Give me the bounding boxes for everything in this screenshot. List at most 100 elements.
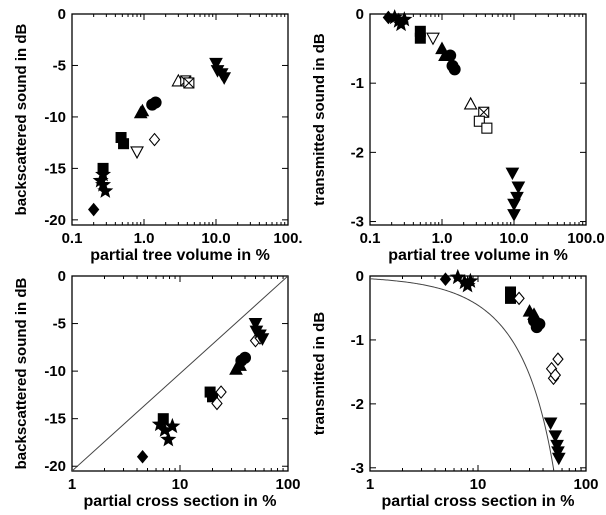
x-tick-label: 1 [366, 476, 374, 493]
y-tick-label: -15 [44, 160, 66, 177]
chart-panel-4: 1 10 100 0 -1 -2 -3 partial cross section in % t… [311, 268, 599, 510]
circle-marker [239, 351, 252, 364]
data-series-2 [386, 9, 413, 32]
square-marker [118, 138, 130, 150]
square-x-marker [183, 77, 195, 89]
reference-line [72, 276, 288, 471]
x-tick-label: 1.0 [134, 230, 155, 247]
y-tick-label: -5 [53, 316, 66, 333]
diamond-marker [439, 272, 452, 286]
triangle-up-marker [135, 103, 150, 117]
y-tick-label: -2 [351, 396, 364, 413]
data-series-9 [473, 115, 493, 134]
x-tick-label: 10.0 [201, 230, 230, 247]
triangle-down-marker [217, 72, 232, 85]
data-series-1 [439, 272, 452, 286]
y-axis-label: transmitted sound in dB [311, 33, 328, 206]
star-marker [462, 272, 479, 288]
marker-cross [183, 77, 195, 89]
x-axis-label: partial tree volume in % [90, 247, 270, 264]
chart-panel-3: 1 10 100 0 -5 -10 -15 -20 partial cross section … [13, 268, 301, 510]
data-series-2 [449, 268, 479, 293]
data-series-9 [180, 75, 195, 89]
x-tick-label: 100 [573, 476, 598, 493]
triangle-down-marker [507, 209, 521, 222]
plot-frame [369, 13, 587, 226]
y-tick-label: -3 [351, 460, 364, 477]
x-tick-label: 0.1 [360, 230, 381, 247]
triangle-down-marker [510, 191, 524, 205]
y-tick-label: -2 [351, 144, 364, 161]
y-tick-label: -1 [351, 75, 364, 92]
data-series-7 [248, 318, 270, 346]
x-tick-label: 10.0 [499, 230, 528, 247]
diamond-marker [215, 385, 227, 399]
y-tick-label: -10 [44, 109, 66, 126]
y-tick-label: -5 [53, 57, 66, 74]
x-axis-label: partial cross section in % [382, 493, 575, 510]
x-tick-label: 1 [68, 476, 76, 493]
star-marker [396, 11, 413, 27]
triangle-down-marker [130, 146, 144, 160]
x-tick-label: 1.0 [432, 230, 453, 247]
diamond-marker [211, 396, 223, 411]
y-tick-label: -1 [351, 332, 364, 349]
diamond-marker [88, 202, 100, 217]
diamond-marker [136, 449, 149, 464]
data-series-6 [528, 314, 546, 334]
data-series-2 [92, 166, 114, 198]
y-axis-label: backscattered sound in dB [13, 23, 30, 215]
triangle-down-marker [426, 32, 440, 46]
y-tick-label: -3 [351, 214, 364, 231]
circle-marker [149, 96, 162, 109]
x-tick-label: 100.0 [567, 230, 605, 247]
reference-curve [370, 278, 555, 471]
circle-marker [444, 49, 457, 62]
data-series-3 [505, 286, 517, 304]
data-series-7 [463, 96, 478, 110]
square-marker [97, 162, 109, 174]
x-axis-label: partial cross section in % [84, 493, 277, 510]
marker-body [118, 138, 130, 150]
chart-panel-2: 0.1 1.0 10.0 100.0 0 -1 -2 -3 partial tree volum… [311, 6, 605, 264]
x-tick-label: 0.1 [62, 230, 83, 247]
data-series-7 [543, 417, 566, 466]
x-tick-label: 10 [172, 476, 189, 493]
y-axis-label: backscattered sound in dB [13, 277, 30, 469]
data-series-3 [414, 25, 426, 44]
square-marker [473, 115, 485, 127]
marker-body [157, 413, 169, 425]
chart-panel-1: 0.1 1.0 10.0 100. 0 -5 -10 -15 -20 partial tree v… [13, 6, 303, 264]
x-axis-label: partial tree volume in % [388, 247, 568, 264]
diamond-marker [549, 368, 562, 382]
circle-marker [448, 63, 461, 76]
marker-body [481, 122, 493, 134]
triangle-down-marker [507, 198, 521, 212]
plot-frame [71, 13, 289, 226]
data-series-10 [505, 167, 526, 222]
y-tick-label: -10 [44, 363, 66, 380]
triangle-down-marker [505, 167, 520, 181]
data-series-3 [157, 386, 219, 425]
y-tick-label: 0 [58, 268, 66, 285]
y-tick-label: 0 [356, 6, 364, 23]
y-tick-label: -20 [44, 212, 66, 229]
marker-body [207, 391, 219, 403]
triangle-down-marker [548, 430, 563, 443]
data-series-4 [513, 291, 564, 386]
triangle-down-marker [255, 333, 270, 346]
triangle-down-marker [209, 57, 223, 71]
data-series-4 [133, 103, 150, 119]
triangle-down-marker [511, 181, 526, 194]
triangle-down-marker [543, 417, 558, 431]
x-tick-label: 10 [470, 476, 487, 493]
data-series-6 [235, 351, 252, 367]
square-marker [207, 391, 219, 403]
marker-cross [478, 106, 490, 118]
circle-marker [533, 317, 546, 330]
star-marker [97, 182, 114, 198]
data-series-1 [88, 202, 100, 217]
y-tick-label: -15 [44, 411, 66, 428]
triangle-up-marker [463, 96, 478, 110]
